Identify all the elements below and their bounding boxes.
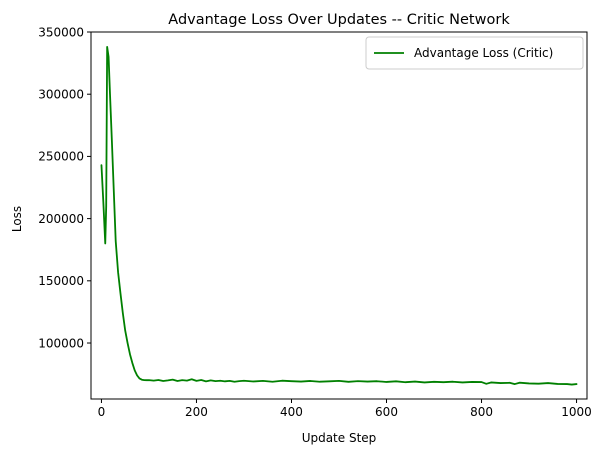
y-axis: 100000 150000 200000 250000 300000 350000 (38, 25, 91, 350)
axes-frame (90, 31, 588, 400)
y-tick-label: 300000 (38, 88, 84, 102)
x-tick-label: 0 (98, 405, 106, 419)
y-tick-label: 250000 (38, 150, 84, 164)
x-tick-label: 200 (185, 405, 208, 419)
legend: Advantage Loss (Critic) (365, 36, 584, 70)
x-axis: 0 200 400 600 800 1000 (98, 399, 592, 419)
x-axis-label: Update Step (302, 431, 377, 445)
x-tick-label: 1000 (561, 405, 592, 419)
legend-box (365, 36, 584, 70)
y-tick-label: 200000 (38, 212, 84, 226)
y-tick-label: 350000 (38, 25, 84, 39)
chart-title: Advantage Loss Over Updates -- Critic Ne… (168, 12, 510, 28)
x-tick-label: 400 (280, 405, 303, 419)
x-tick-label: 600 (375, 405, 398, 419)
y-tick-label: 100000 (38, 336, 84, 350)
series-line-0 (100, 46, 578, 386)
plot-area (90, 31, 588, 400)
y-tick-label: 150000 (38, 274, 84, 288)
legend-label: Advantage Loss (Critic) (414, 46, 553, 60)
y-axis-label: Loss (10, 206, 24, 232)
x-tick-label: 800 (470, 405, 493, 419)
